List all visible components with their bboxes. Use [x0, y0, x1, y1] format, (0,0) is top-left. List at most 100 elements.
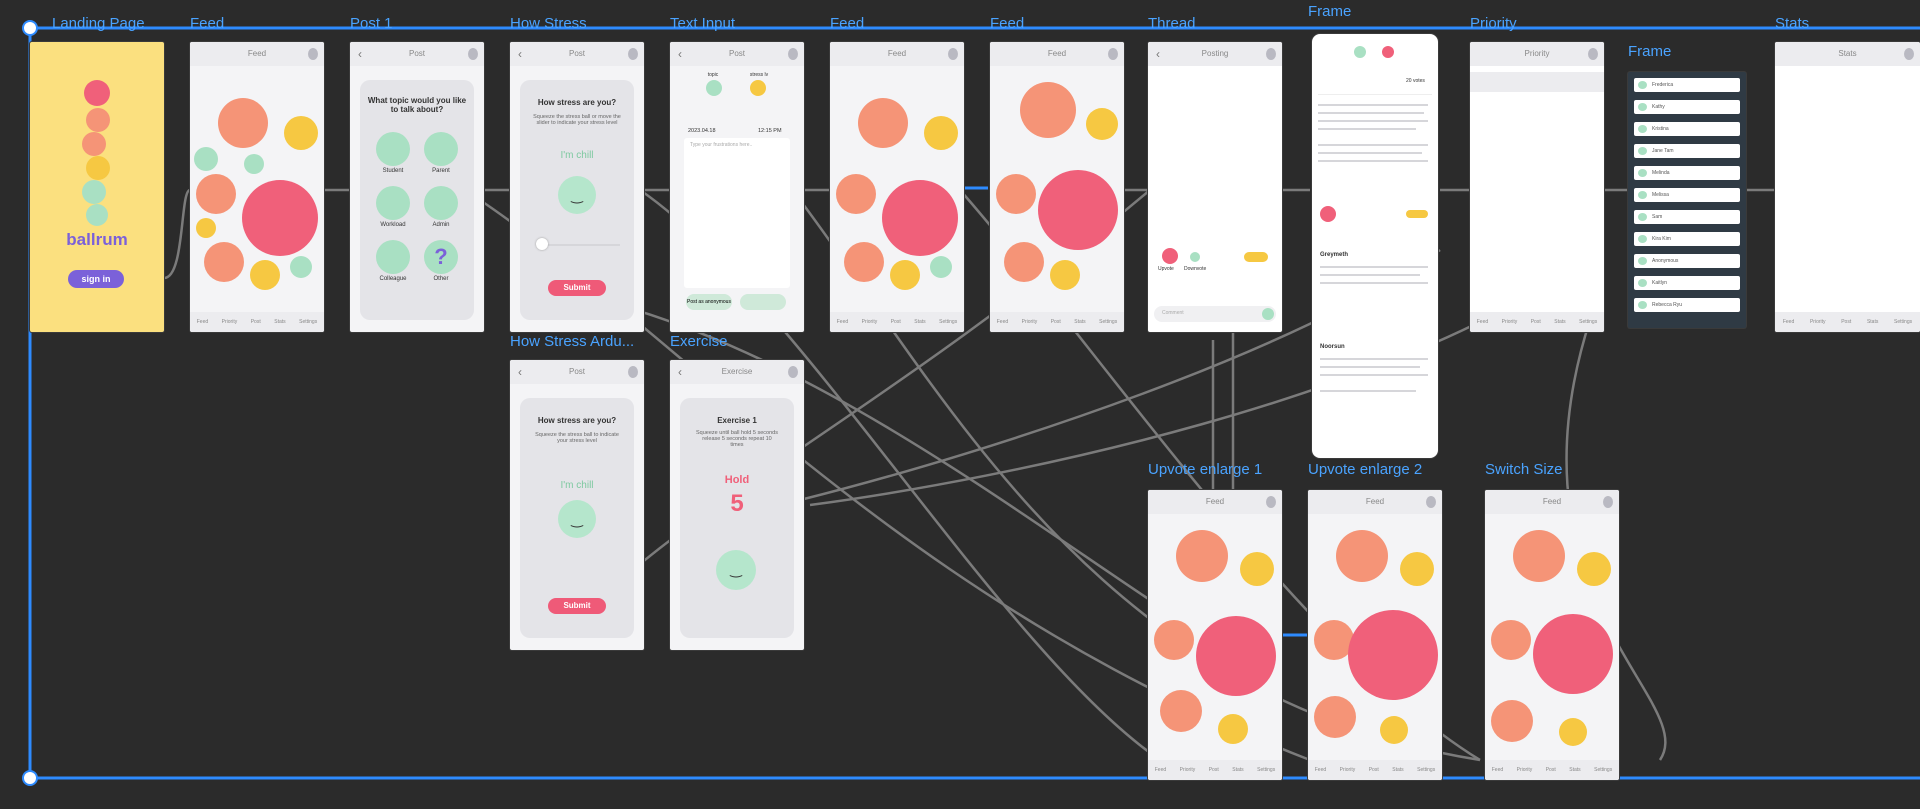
frame-post1[interactable]: ‹ Post What topic would you like to talk … — [350, 42, 484, 332]
post-bubble-featured[interactable] — [1038, 170, 1118, 250]
post-bubble-featured[interactable] — [1196, 616, 1276, 696]
post-bubble[interactable] — [194, 147, 218, 171]
frame-text-input[interactable]: ‹ Post topic stress lv 2023.04.18 12:15 P… — [670, 42, 804, 332]
nav-settings[interactable]: Settings — [939, 319, 958, 325]
post-bubble[interactable] — [1050, 260, 1080, 290]
frame-stats[interactable]: Stats Feed Priority Post Stats Settings — [1775, 42, 1920, 332]
nav-settings[interactable]: Settings — [1579, 319, 1598, 325]
upvote-button[interactable] — [1162, 248, 1178, 264]
bottom-nav[interactable]: Feed Priority Post Stats Settings — [1485, 760, 1619, 780]
frame-upvote-enlarge-2[interactable]: Feed Feed Priority Post Stats Settings — [1308, 490, 1442, 780]
comment-input[interactable]: Comment — [1154, 306, 1276, 322]
post-bubble[interactable] — [1336, 530, 1388, 582]
nav-stats[interactable]: Stats — [274, 319, 286, 325]
post-bubble[interactable] — [244, 154, 264, 174]
frame-feed[interactable]: Feed Feed Priority Post Stats Settings — [190, 42, 324, 332]
nav-feed[interactable]: Feed — [1782, 319, 1795, 325]
frame-feed-2[interactable]: Feed Feed Priority Post Stats Settings — [830, 42, 964, 332]
nav-stats[interactable]: Stats — [1074, 319, 1086, 325]
post-bubble[interactable] — [858, 98, 908, 148]
frame-landing[interactable]: ballrum sign in — [30, 42, 164, 332]
priority-row[interactable]: Kira Kim — [1634, 232, 1740, 246]
post-bubble[interactable] — [1218, 714, 1248, 744]
post-bubble-featured[interactable] — [1348, 610, 1438, 700]
nav-priority[interactable]: Priority — [1516, 767, 1533, 773]
back-arrow-icon[interactable]: ‹ — [518, 365, 522, 379]
sign-in-button[interactable]: sign in — [68, 270, 124, 288]
post-named-button[interactable] — [740, 294, 786, 310]
nav-post[interactable]: Post — [890, 319, 901, 325]
submit-button[interactable]: Submit — [548, 598, 606, 614]
nav-post[interactable]: Post — [1050, 319, 1061, 325]
post-bubble[interactable] — [250, 260, 280, 290]
nav-feed[interactable]: Feed — [836, 319, 849, 325]
frame-feed-3[interactable]: Feed Feed Priority Post Stats Settings — [990, 42, 1124, 332]
send-icon[interactable] — [1262, 308, 1274, 320]
post-bubble[interactable] — [1086, 108, 1118, 140]
frame-exercise[interactable]: ‹ Exercise Exercise 1 Squeeze until ball … — [670, 360, 804, 650]
post-bubble[interactable] — [1004, 242, 1044, 282]
frame-thread-detail[interactable]: 20 votes Greymeth Noorsun — [1312, 34, 1438, 458]
frame-upvote-enlarge-1[interactable]: Feed Feed Priority Post Stats Settings — [1148, 490, 1282, 780]
post-bubble[interactable] — [924, 116, 958, 150]
submit-button[interactable]: Submit — [548, 280, 606, 296]
nav-settings[interactable]: Settings — [1257, 767, 1276, 773]
frame-switch-size[interactable]: Feed Feed Priority Post Stats Settings — [1485, 490, 1619, 780]
back-arrow-icon[interactable]: ‹ — [518, 47, 522, 61]
post-bubble-featured[interactable] — [242, 180, 318, 256]
frame-how-stress[interactable]: ‹ Post How stress are you? Squeeze the st… — [510, 42, 644, 332]
nav-stats[interactable]: Stats — [1392, 767, 1404, 773]
priority-row[interactable]: Anonymous — [1634, 254, 1740, 268]
post-bubble[interactable] — [1314, 696, 1356, 738]
bottom-nav[interactable]: Feed Priority Post Stats Settings — [190, 312, 324, 332]
nav-priority[interactable]: Priority — [221, 319, 238, 325]
bottom-nav[interactable]: Feed Priority Post Stats Settings — [1308, 760, 1442, 780]
bottom-nav[interactable]: Feed Priority Post Stats Settings — [990, 312, 1124, 332]
nav-post[interactable]: Post — [1841, 319, 1852, 325]
frustration-textarea[interactable]: Type your frustrations here.. — [684, 138, 790, 288]
nav-post[interactable]: Post — [1368, 767, 1379, 773]
post-bubble[interactable] — [844, 242, 884, 282]
frame-priority-list[interactable]: Frederica Kathy Kristina Jane Tam Melind… — [1628, 72, 1746, 328]
bottom-nav[interactable]: Feed Priority Post Stats Settings — [830, 312, 964, 332]
nav-feed[interactable]: Feed — [196, 319, 209, 325]
nav-settings[interactable]: Settings — [1594, 767, 1613, 773]
nav-stats[interactable]: Stats — [1554, 319, 1566, 325]
post-bubble[interactable] — [1577, 552, 1611, 586]
post-bubble-featured[interactable] — [882, 180, 958, 256]
post-bubble[interactable] — [1380, 716, 1408, 744]
frame-how-stress-arduino[interactable]: ‹ Post How stress are you? Squeeze the st… — [510, 360, 644, 650]
post-bubble[interactable] — [1400, 552, 1434, 586]
nav-feed[interactable]: Feed — [1476, 319, 1489, 325]
nav-stats[interactable]: Stats — [914, 319, 926, 325]
topic-workload-icon[interactable] — [376, 186, 410, 220]
upvote-button[interactable] — [1320, 206, 1336, 222]
post-bubble[interactable] — [1160, 690, 1202, 732]
priority-row[interactable]: Kaitlyn — [1634, 276, 1740, 290]
priority-filter-bar[interactable] — [1470, 72, 1604, 92]
priority-row[interactable]: Kristina — [1634, 122, 1740, 136]
nav-stats[interactable]: Stats — [1569, 767, 1581, 773]
nav-settings[interactable]: Settings — [299, 319, 318, 325]
topic-admin-icon[interactable] — [424, 186, 458, 220]
post-bubble[interactable] — [1020, 82, 1076, 138]
priority-row[interactable]: Melissa — [1634, 188, 1740, 202]
nav-stats[interactable]: Stats — [1866, 319, 1879, 325]
nav-feed[interactable]: Feed — [1154, 767, 1167, 773]
bottom-nav[interactable]: Feed Priority Post Stats Settings — [1470, 312, 1604, 332]
post-bubble[interactable] — [1154, 620, 1194, 660]
nav-priority[interactable]: Priority — [1021, 319, 1038, 325]
bottom-nav[interactable]: Feed Priority Post Stats Settings — [1148, 760, 1282, 780]
nav-post[interactable]: Post — [1530, 319, 1541, 325]
priority-row[interactable]: Jane Tam — [1634, 144, 1740, 158]
stress-ball-face-icon[interactable] — [558, 176, 596, 214]
post-bubble[interactable] — [218, 98, 268, 148]
post-bubble[interactable] — [1513, 530, 1565, 582]
post-bubble[interactable] — [1559, 718, 1587, 746]
post-bubble[interactable] — [1176, 530, 1228, 582]
report-button[interactable] — [1406, 210, 1428, 218]
post-bubble[interactable] — [196, 218, 216, 238]
nav-feed[interactable]: Feed — [996, 319, 1009, 325]
report-button[interactable] — [1244, 252, 1268, 262]
stress-slider-track[interactable] — [536, 244, 620, 246]
